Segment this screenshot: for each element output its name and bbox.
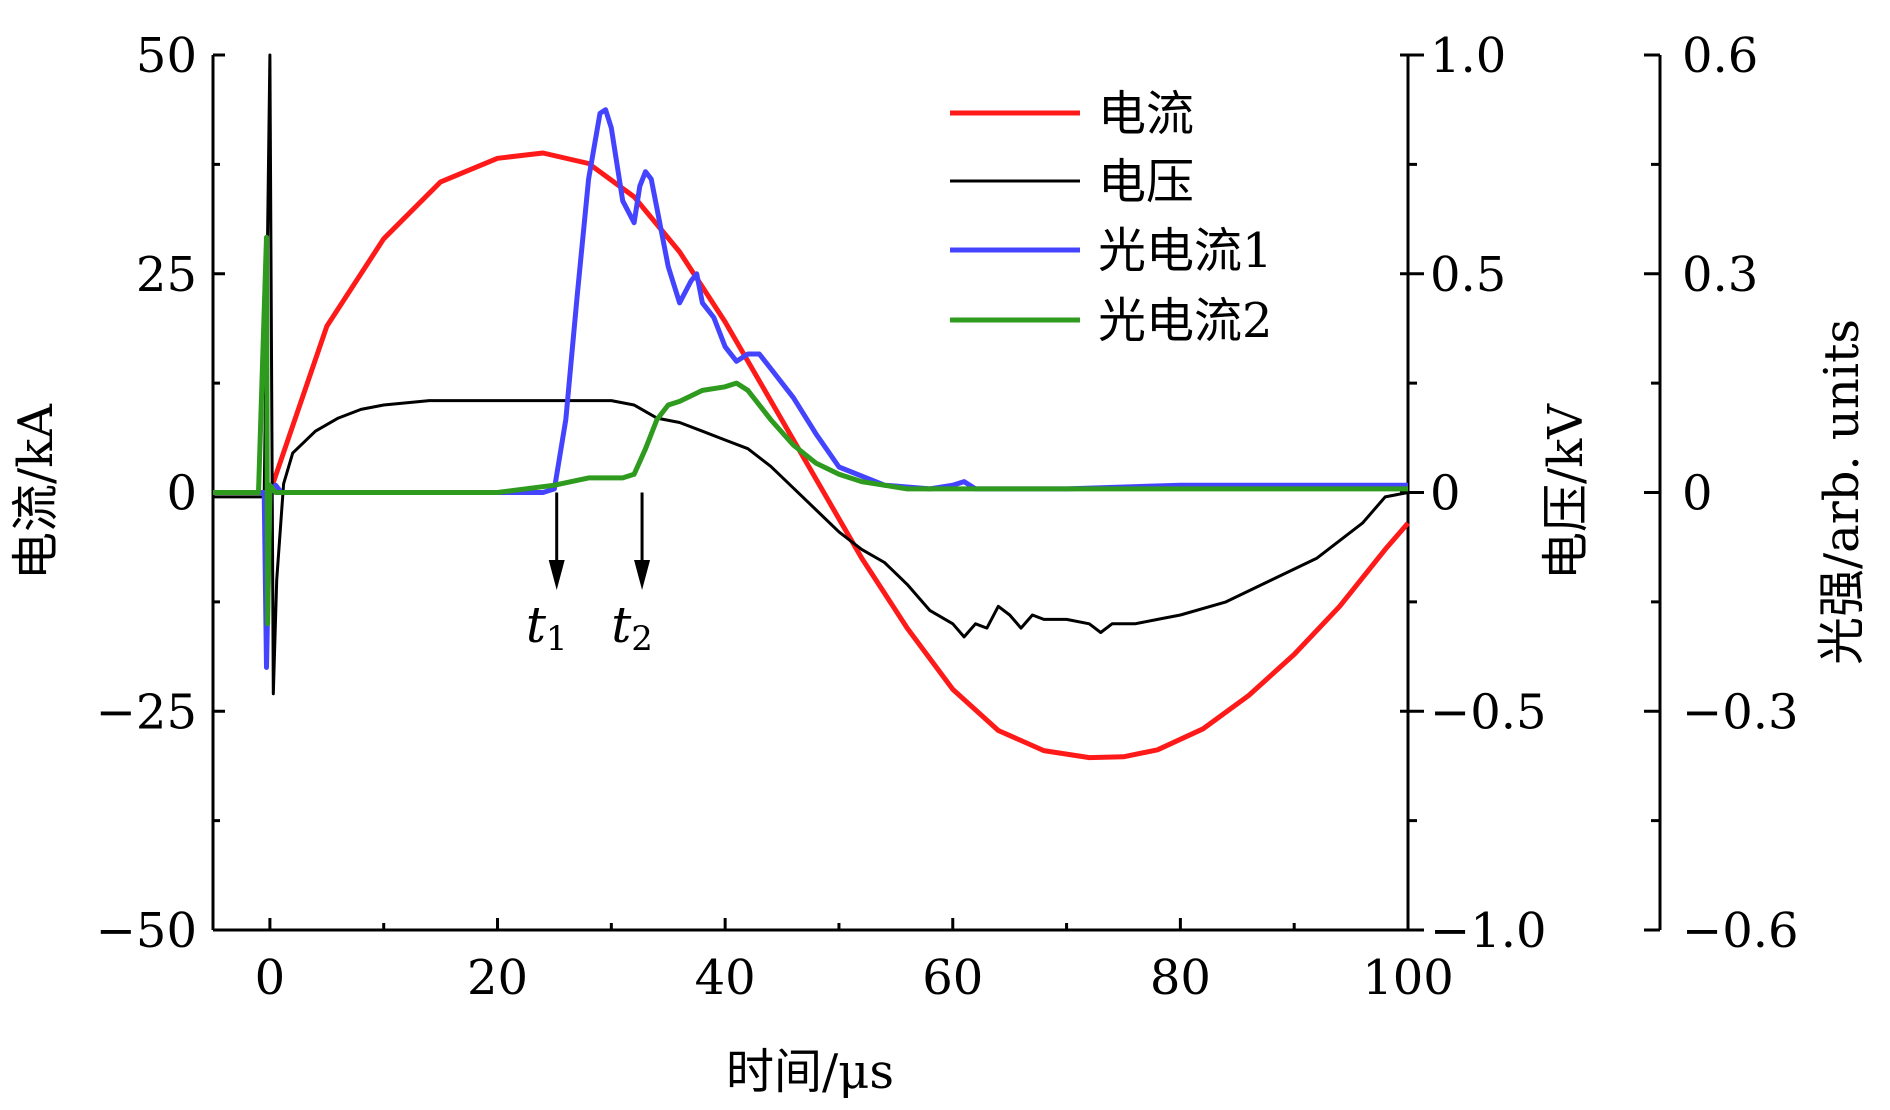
y-tick-label: 0.6 <box>1682 28 1758 84</box>
x-tick-label: 60 <box>922 950 983 1006</box>
y-tick-label: −0.3 <box>1682 684 1799 740</box>
annotation-arrow-head <box>634 560 651 590</box>
y-tick-label: 0 <box>1682 466 1713 522</box>
x-tick-label: 20 <box>467 950 528 1006</box>
y-axis-title-current: 电流/kA <box>8 403 64 580</box>
legend-label: 电压 <box>1098 154 1194 210</box>
series-line-1 <box>213 150 1410 761</box>
annotation-label-subscript: 1 <box>546 619 568 659</box>
annotation-arrow-head <box>548 560 565 590</box>
annotations: t1 t2 <box>526 492 653 659</box>
series-line-3 <box>213 107 1408 670</box>
legend-label: 光电流2 <box>1098 293 1273 349</box>
y-tick-label: −50 <box>96 903 197 959</box>
legend-label: 光电流1 <box>1098 223 1273 279</box>
y-tick-label: −0.5 <box>1430 684 1547 740</box>
y-tick-label: −1.0 <box>1430 903 1547 959</box>
axis-ticks: 0 20 40 60 80 100−50−2502550−1.0−0.500.51.0−0… <box>96 28 1799 1006</box>
series-line-4 <box>213 234 1408 627</box>
y-tick-label: 0 <box>1430 466 1461 522</box>
annotation-label-main: t <box>611 596 632 654</box>
axis-titles: 时间/μs 电流/kA 电压/kV 光强/arb. units <box>8 319 1870 1100</box>
series-line-2 <box>213 53 1409 696</box>
annotation-label-main: t <box>526 596 547 654</box>
legend-label: 电流 <box>1098 86 1194 142</box>
y-tick-label: −0.6 <box>1682 903 1799 959</box>
y-tick-label: 0.3 <box>1682 247 1758 303</box>
annotation-label: t1 <box>526 596 568 659</box>
annotation-label-subscript: 2 <box>631 619 653 659</box>
x-tick-label: 100 <box>1362 950 1454 1006</box>
y-tick-label: 0.5 <box>1430 247 1506 303</box>
y-axis-title-voltage: 电压/kV <box>1538 403 1594 580</box>
y-tick-label: −25 <box>96 684 197 740</box>
y-axis-title-light: 光强/arb. units <box>1814 319 1870 665</box>
x-tick-label: 0 <box>255 950 286 1006</box>
x-tick-label: 80 <box>1150 950 1211 1006</box>
series-lines <box>213 53 1410 761</box>
y-tick-label: 25 <box>136 247 197 303</box>
annotation-label: t2 <box>611 596 653 659</box>
y-tick-label: 1.0 <box>1430 28 1506 84</box>
y-tick-label: 50 <box>136 28 197 84</box>
x-axis-title: 时间/μs <box>726 1044 894 1100</box>
x-tick-label: 40 <box>695 950 756 1006</box>
y-tick-label: 0 <box>166 466 197 522</box>
